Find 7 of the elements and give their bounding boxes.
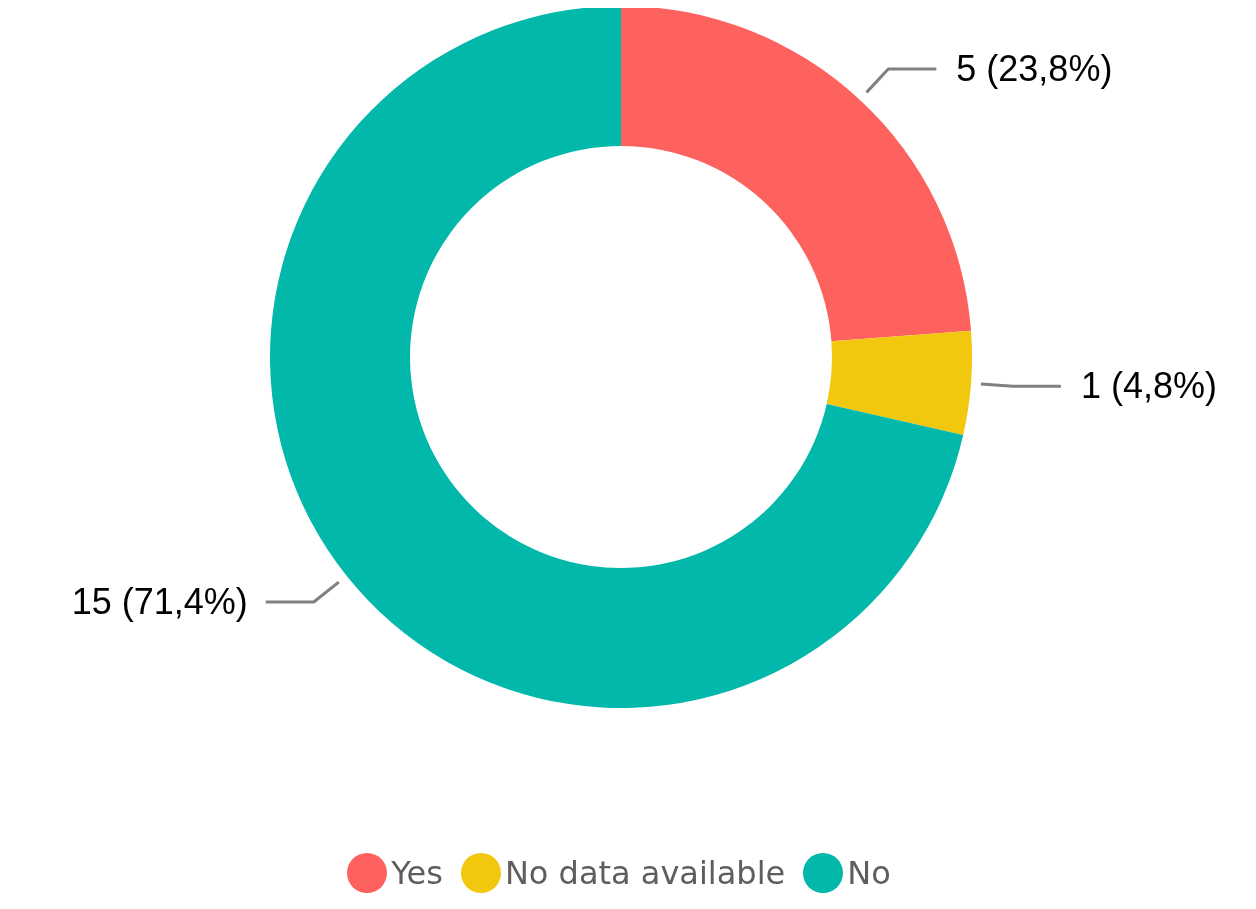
data-label: 1 (4,8%) [1080, 365, 1217, 407]
data-label: 5 (23,8%) [956, 47, 1113, 89]
data-label: 15 (71,4%) [71, 581, 248, 623]
legend-label: No [847, 854, 891, 892]
legend-label: Yes [391, 854, 443, 892]
legend-label: No data available [504, 854, 786, 892]
donut-slice [826, 330, 972, 436]
